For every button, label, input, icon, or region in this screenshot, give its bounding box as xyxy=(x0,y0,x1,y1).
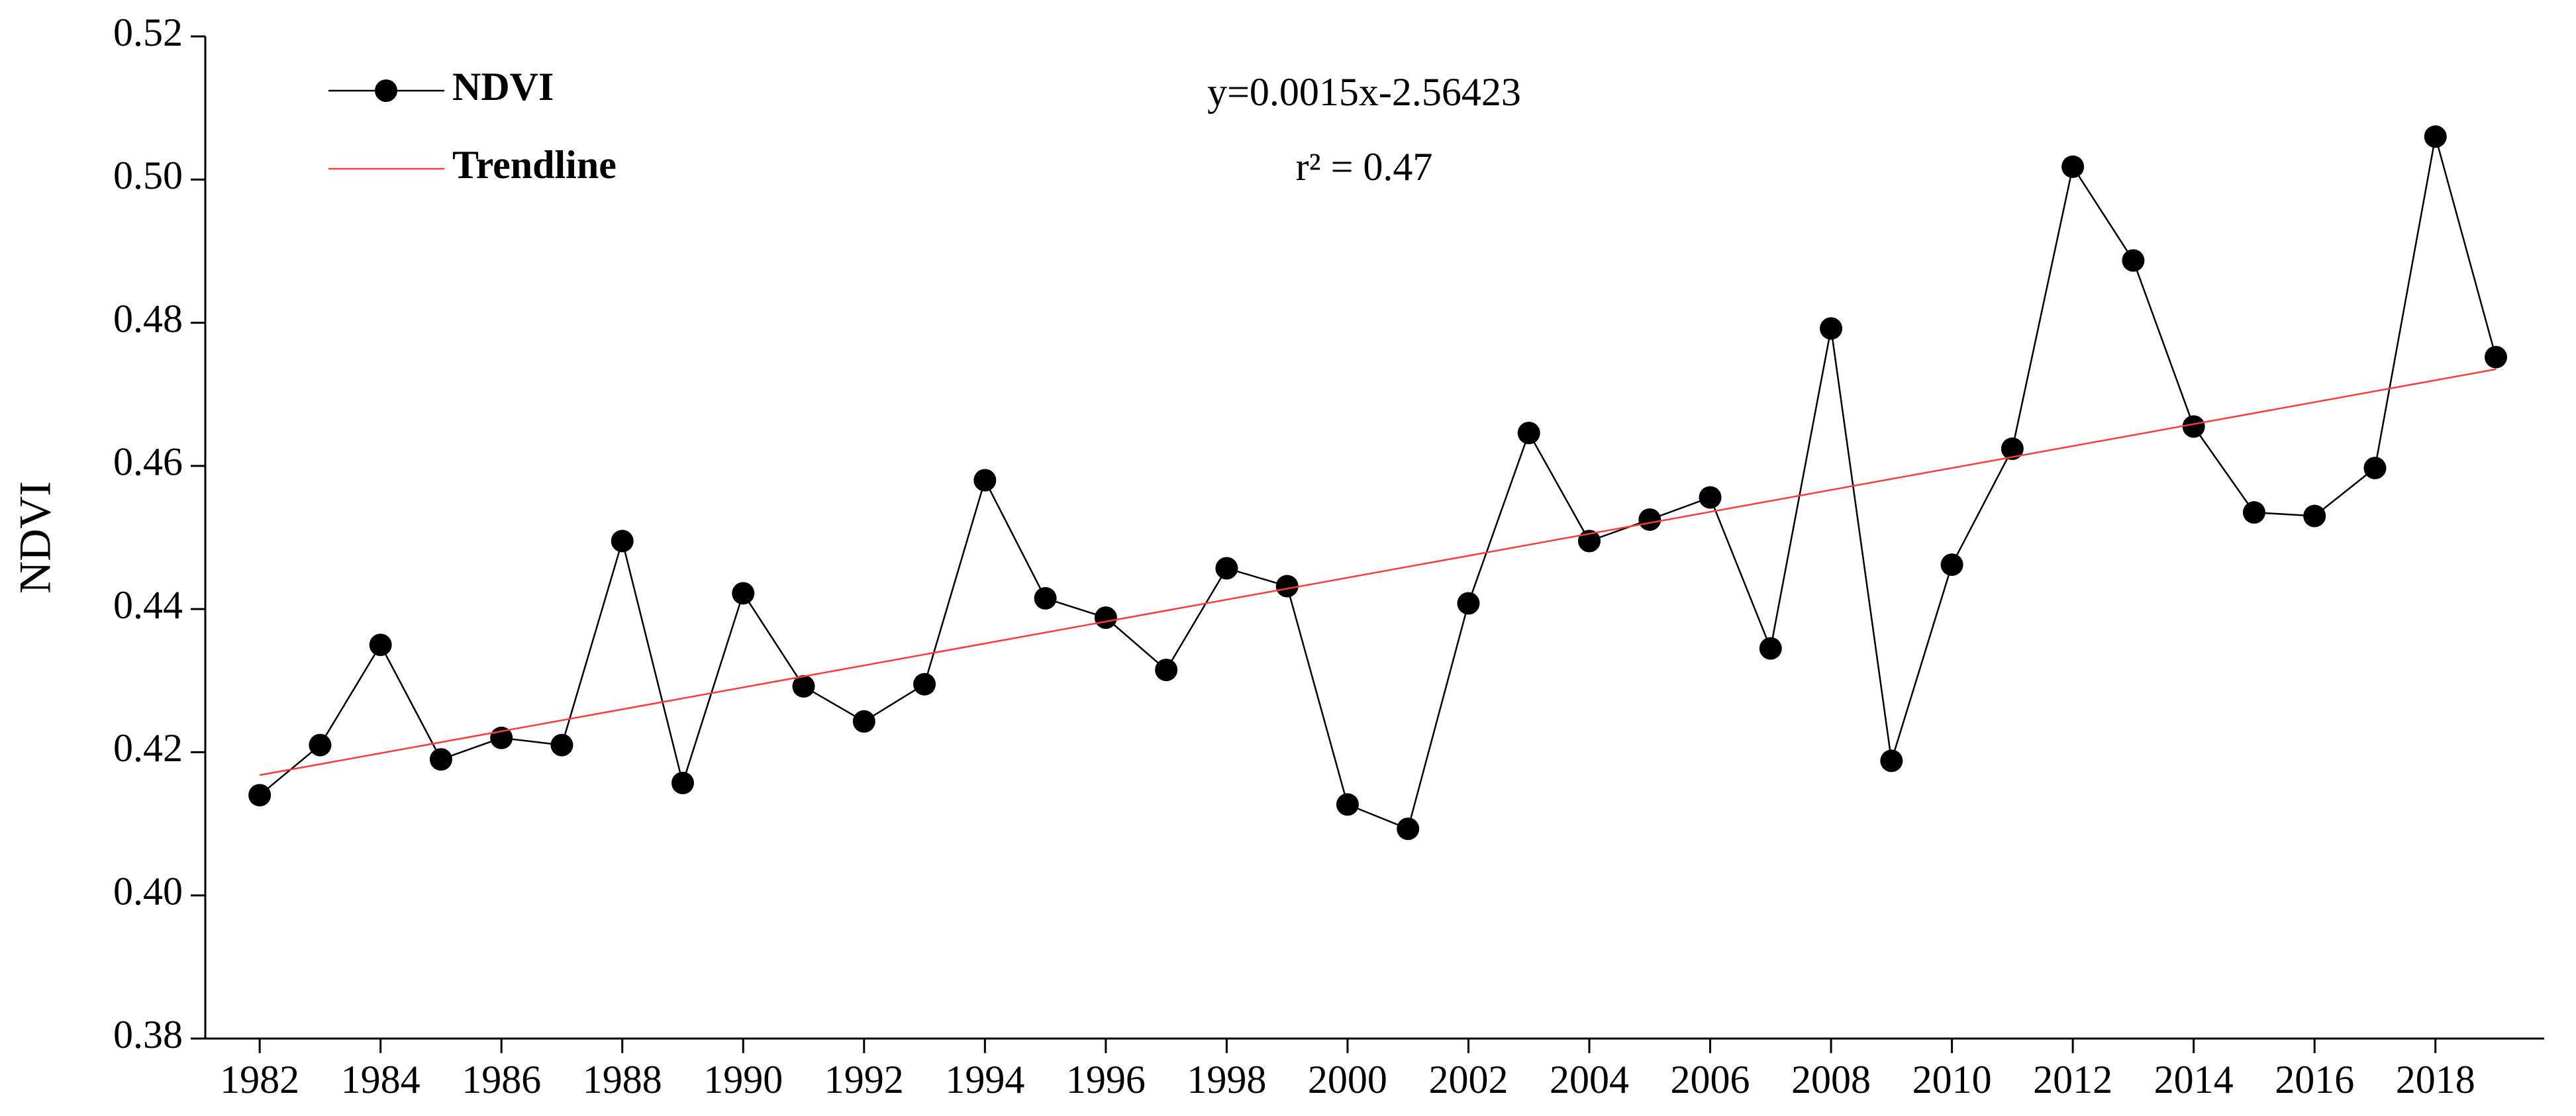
data-point xyxy=(2122,249,2145,272)
data-point xyxy=(1940,553,1963,577)
x-tick-label: 2012 xyxy=(2033,1058,2112,1101)
data-point xyxy=(1094,606,1117,629)
data-point xyxy=(973,469,997,492)
x-tick-label: 2000 xyxy=(1308,1058,1387,1101)
data-point xyxy=(2424,125,2447,148)
x-tick-label: 2018 xyxy=(2396,1058,2475,1101)
y-axis-label: NDVI xyxy=(10,481,60,594)
x-tick-label: 1984 xyxy=(341,1058,421,1101)
data-point xyxy=(611,530,634,553)
data-point xyxy=(2484,346,2507,369)
legend-label: Trendline xyxy=(452,143,617,187)
data-point xyxy=(1699,486,1722,509)
legend-label: NDVI xyxy=(452,65,554,109)
data-point xyxy=(1215,557,1238,580)
data-point xyxy=(1820,317,1843,340)
equation: y=0.0015x-2.56423 xyxy=(1207,70,1521,114)
y-tick-label: 0.42 xyxy=(113,726,183,770)
data-point xyxy=(1457,592,1480,615)
y-tick-label: 0.52 xyxy=(113,11,183,54)
data-point xyxy=(1880,749,1903,772)
x-tick-label: 1994 xyxy=(945,1058,1024,1101)
y-tick-label: 0.44 xyxy=(113,583,183,627)
data-point xyxy=(429,748,452,771)
data-point xyxy=(2303,504,2326,528)
data-point xyxy=(1275,575,1299,598)
data-point xyxy=(1155,659,1178,682)
data-point xyxy=(852,710,875,733)
x-tick-label: 2008 xyxy=(1791,1058,1871,1101)
data-point xyxy=(369,633,392,657)
x-tick-label: 1986 xyxy=(462,1058,541,1101)
x-tick-label: 1998 xyxy=(1187,1058,1266,1101)
x-tick-label: 2002 xyxy=(1428,1058,1508,1101)
y-tick-label: 0.40 xyxy=(113,869,183,913)
x-tick-label: 1982 xyxy=(220,1058,299,1101)
data-point xyxy=(792,674,815,698)
data-point xyxy=(1336,793,1359,816)
data-point xyxy=(309,733,332,757)
data-point xyxy=(1517,422,1540,445)
data-point xyxy=(1759,637,1782,660)
legend-marker xyxy=(375,79,397,102)
x-tick-label: 2016 xyxy=(2275,1058,2354,1101)
data-point xyxy=(1397,817,1420,841)
x-tick-label: 1996 xyxy=(1066,1058,1146,1101)
trendline xyxy=(259,368,2497,776)
r-squared: r² = 0.47 xyxy=(1296,145,1433,189)
data-point xyxy=(732,582,755,605)
data-point xyxy=(913,673,936,696)
x-tick-label: 2014 xyxy=(2154,1058,2234,1101)
y-tick-label: 0.50 xyxy=(113,154,183,197)
data-point xyxy=(2363,457,2387,480)
x-tick-label: 1992 xyxy=(824,1058,904,1101)
data-line xyxy=(259,136,2497,830)
data-point xyxy=(1034,586,1057,610)
data-point xyxy=(1638,508,1661,531)
x-tick-label: 2004 xyxy=(1550,1058,1629,1101)
y-tick-label: 0.48 xyxy=(113,297,183,340)
y-tick-label: 0.46 xyxy=(113,440,183,484)
data-point xyxy=(671,771,695,794)
y-tick-label: 0.38 xyxy=(113,1013,183,1056)
x-tick-label: 1990 xyxy=(703,1058,783,1101)
x-tick-label: 1988 xyxy=(583,1058,662,1101)
data-point xyxy=(2242,501,2265,524)
data-point xyxy=(550,733,573,757)
x-tick-label: 2006 xyxy=(1671,1058,1750,1101)
data-point xyxy=(2001,437,2024,460)
data-point xyxy=(248,784,272,807)
data-point xyxy=(2182,415,2205,438)
x-tick-label: 2010 xyxy=(1912,1058,1992,1101)
data-point xyxy=(2061,155,2085,178)
